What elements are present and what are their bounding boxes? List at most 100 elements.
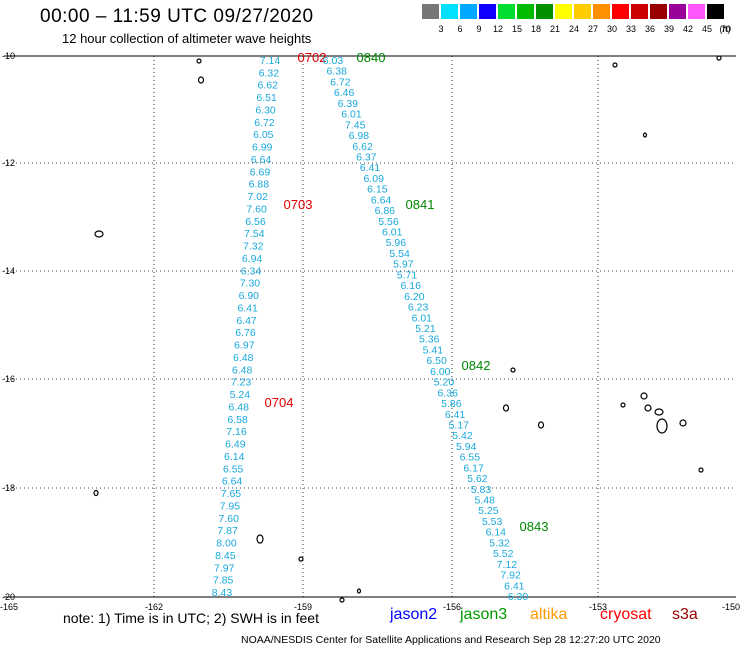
lon-label: -159	[294, 602, 312, 612]
island-outline	[654, 408, 664, 416]
swh-value: 7.02	[248, 191, 269, 203]
swh-value: 7.95	[220, 500, 241, 512]
swh-value: 5.83	[471, 484, 492, 496]
swh-value: 6.32	[259, 67, 280, 79]
island-outline	[93, 489, 99, 497]
swh-value: 5.20	[434, 377, 455, 389]
swh-value: 6.48	[233, 352, 254, 364]
legend-label: 9	[476, 24, 482, 34]
legend-swatch	[669, 4, 687, 19]
swh-value: 7.97	[214, 562, 235, 574]
legend-swatch	[631, 4, 649, 19]
swh-value: 6.48	[229, 401, 250, 413]
swh-value: 6.05	[253, 129, 274, 141]
footer-note: note: 1) Time is in UTC; 2) SWH is in fe…	[63, 610, 319, 626]
swh-value: 6.17	[463, 462, 484, 474]
swh-value: 6.30	[255, 104, 276, 116]
swh-value: 5.52	[493, 548, 514, 560]
legend-swatch	[517, 4, 535, 19]
swh-value: 6.38	[326, 66, 347, 78]
page-title: 00:00 – 11:59 UTC 09/27/2020	[40, 6, 314, 27]
legend-label: 6	[457, 24, 463, 34]
swh-value: 5.96	[386, 237, 407, 249]
island-outline	[698, 467, 704, 473]
legend-label: 36	[644, 24, 655, 34]
swh-value: 7.23	[231, 377, 252, 389]
swh-value: 6.41	[445, 409, 466, 421]
legend-label: 39	[663, 24, 674, 34]
legend-label: 15	[511, 24, 522, 34]
swh-value: 6.76	[235, 327, 256, 339]
swh-value: 5.21	[415, 323, 436, 335]
swh-value: 7.16	[226, 426, 247, 438]
island-outline	[94, 230, 104, 238]
legend-swatch	[479, 4, 497, 19]
track-time-label: 0840	[357, 50, 386, 65]
credit-line: NOAA/NESDIS Center for Satellite Applica…	[241, 634, 661, 646]
island-outline	[537, 421, 545, 429]
swh-value: 6.69	[250, 166, 271, 178]
swh-value: 5.36	[419, 334, 440, 346]
lat-label: -12	[2, 158, 15, 168]
swh-value: 6.30	[508, 591, 529, 603]
swh-value: 6.47	[236, 315, 257, 327]
satellite-name: jason2	[390, 606, 438, 623]
legend-label: 30	[606, 24, 617, 34]
swh-value: 6.97	[234, 340, 255, 352]
lon-label: -150	[722, 602, 740, 612]
island-outline	[644, 404, 652, 412]
legend-label: 18	[530, 24, 541, 34]
swh-value: 6.36	[437, 387, 458, 399]
island-outline	[356, 588, 362, 594]
track-time-label: 0702	[298, 50, 327, 65]
swh-value: 6.55	[223, 463, 244, 475]
lon-label: -165	[0, 602, 18, 612]
swh-value: 7.30	[240, 278, 261, 290]
swh-value: 6.14	[486, 527, 507, 539]
swh-value: 6.99	[252, 142, 273, 154]
island-outline	[256, 534, 264, 544]
swh-value: 7.12	[497, 559, 518, 571]
swh-value: 6.41	[237, 302, 258, 314]
swh-value: 6.34	[241, 265, 262, 277]
swh-value: 6.58	[227, 414, 248, 426]
swh-value: 6.62	[258, 80, 279, 92]
island-outline	[510, 367, 516, 373]
lat-label: -16	[2, 374, 15, 384]
satellite-name: jason3	[460, 606, 508, 623]
island-outline	[716, 55, 722, 61]
swh-value: 6.90	[239, 290, 260, 302]
legend-swatch	[460, 4, 478, 19]
swh-value: 6.86	[375, 205, 396, 217]
swh-value: 5.56	[378, 216, 399, 228]
swh-value: 5.17	[449, 419, 470, 431]
legend-swatch	[498, 4, 516, 19]
legend-swatch	[650, 4, 668, 19]
legend-label: 24	[568, 24, 579, 34]
satellite-name: cryosat	[600, 606, 652, 623]
legend-swatch	[688, 4, 706, 19]
swh-value: 6.09	[363, 173, 384, 185]
swh-value: 5.42	[452, 430, 473, 442]
swh-value: 6.98	[349, 130, 370, 142]
swh-value: 6.39	[338, 98, 359, 110]
island-outline	[197, 76, 205, 84]
swh-value: 5.41	[423, 344, 444, 356]
swh-value: 6.64	[371, 194, 392, 206]
swh-value: 6.20	[404, 291, 425, 303]
legend-label: 3	[438, 24, 444, 34]
legend-swatch	[536, 4, 554, 19]
legend-swatch	[574, 4, 592, 19]
swh-value: 7.92	[500, 570, 521, 582]
legend-label: 27	[587, 24, 598, 34]
swh-value: 6.37	[356, 151, 377, 163]
lat-label: -10	[2, 51, 15, 61]
legend-swatch	[593, 4, 611, 19]
swh-value: 6.94	[242, 253, 263, 265]
lon-label: -156	[443, 602, 461, 612]
swh-value: 6.50	[426, 355, 447, 367]
swh-value: 6.01	[412, 312, 433, 324]
swh-value: 7.45	[345, 119, 366, 131]
swh-value: 7.14	[260, 55, 281, 67]
satellite-name: altika	[530, 606, 568, 623]
